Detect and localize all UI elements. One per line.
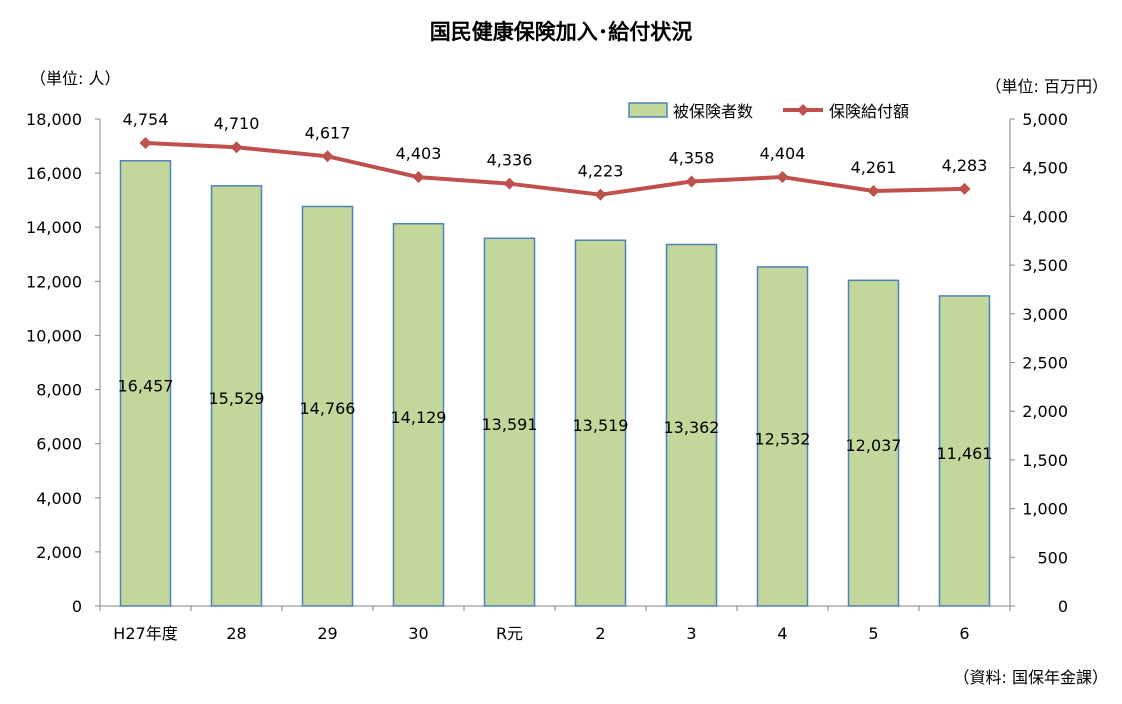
bar xyxy=(756,266,809,607)
x-tick-label: 2 xyxy=(595,624,605,643)
line-marker xyxy=(321,150,334,163)
right-tick-label: 4,500 xyxy=(1022,159,1068,178)
line-marker xyxy=(412,171,425,184)
x-tick-label: H27年度 xyxy=(113,624,177,643)
x-tick-label: 30 xyxy=(408,624,428,643)
bar-data-label: 15,529 xyxy=(209,389,265,408)
line-marker xyxy=(594,188,607,201)
x-tick-label: 5 xyxy=(868,624,878,643)
left-unit-label: （単位: 人） xyxy=(30,69,120,88)
left-tick-label: 10,000 xyxy=(26,326,82,345)
right-unit-label: （単位: 百万円） xyxy=(986,77,1108,96)
bar-data-label: 12,037 xyxy=(846,436,902,455)
bar xyxy=(210,185,263,607)
bar-data-label: 14,766 xyxy=(300,399,356,418)
bar xyxy=(483,237,536,607)
left-tick-label: 8,000 xyxy=(36,381,82,400)
left-tick-label: 14,000 xyxy=(26,218,82,237)
bar-series: 16,457 15,529 14,766 14,129 13,591 13,519 13,3… xyxy=(118,159,993,607)
legend: 被保険者数 保険給付額 xyxy=(628,102,909,121)
line-data-label: 4,404 xyxy=(760,144,806,163)
legend-line-label: 保険給付額 xyxy=(829,102,909,121)
left-tick-label: 2,000 xyxy=(36,543,82,562)
bar-data-label: 16,457 xyxy=(118,376,174,395)
bar-data-label: 11,461 xyxy=(937,444,993,463)
bar-data-label: 13,519 xyxy=(573,416,629,435)
line-data-label: 4,336 xyxy=(487,151,533,170)
line-data-label: 4,403 xyxy=(396,144,442,163)
bar-data-label: 13,591 xyxy=(482,415,538,434)
right-tick-label: 3,500 xyxy=(1022,256,1068,275)
line-data-label: 4,223 xyxy=(578,162,624,181)
line-series: 4,754 4,710 4,617 4,403 4,336 4,223 4,358 4,404… xyxy=(123,110,988,201)
bar xyxy=(847,279,900,607)
line-marker xyxy=(139,136,152,149)
bar xyxy=(574,239,627,607)
right-tick-label: 500 xyxy=(1037,548,1068,567)
source-note: （資料: 国保年金課） xyxy=(954,668,1108,687)
bar xyxy=(301,205,354,607)
line-data-label: 4,710 xyxy=(214,114,260,133)
left-tick-label: 0 xyxy=(72,597,82,616)
right-tick-label: 0 xyxy=(1058,597,1068,616)
right-tick-label: 1,500 xyxy=(1022,451,1068,470)
bar xyxy=(665,243,718,607)
line-data-label: 4,358 xyxy=(669,149,715,168)
line-marker xyxy=(685,175,698,188)
line-marker xyxy=(867,184,880,197)
x-tick-label: 3 xyxy=(686,624,696,643)
line-marker xyxy=(230,141,243,154)
right-tick-label: 2,500 xyxy=(1022,354,1068,373)
bar-data-label: 14,129 xyxy=(391,408,447,427)
right-tick-label: 1,000 xyxy=(1022,500,1068,519)
line-data-label: 4,283 xyxy=(942,156,988,175)
line-marker xyxy=(503,177,516,190)
left-tick-label: 18,000 xyxy=(26,110,82,129)
right-tick-label: 5,000 xyxy=(1022,110,1068,129)
axes: 0 2,000 4,000 6,000 8,000 10,000 12,000 14,000 1… xyxy=(26,110,1068,643)
line-data-label: 4,261 xyxy=(851,158,897,177)
x-tick-label: 29 xyxy=(317,624,337,643)
left-tick-label: 16,000 xyxy=(26,164,82,183)
line-marker xyxy=(776,171,789,184)
bar-data-label: 13,362 xyxy=(664,418,720,437)
right-tick-label: 3,000 xyxy=(1022,305,1068,324)
left-tick-label: 12,000 xyxy=(26,272,82,291)
bar xyxy=(938,295,991,607)
bar xyxy=(119,159,172,607)
bar-data-label: 12,532 xyxy=(755,429,811,448)
legend-bar-swatch xyxy=(628,102,668,118)
legend-line-marker xyxy=(797,104,809,116)
line-data-label: 4,617 xyxy=(305,123,351,142)
right-tick-label: 4,000 xyxy=(1022,207,1068,226)
bar xyxy=(392,222,445,607)
line-path xyxy=(145,140,965,197)
legend-bar-label: 被保険者数 xyxy=(673,102,753,121)
x-tick-label: R元 xyxy=(496,624,523,643)
x-tick-label: 6 xyxy=(959,624,969,643)
right-tick-label: 2,000 xyxy=(1022,402,1068,421)
x-tick-label: 28 xyxy=(226,624,246,643)
chart-title: 国民健康保険加入･給付状況 xyxy=(430,20,693,44)
x-tick-label: 4 xyxy=(777,624,787,643)
line-marker xyxy=(958,182,971,195)
left-tick-label: 6,000 xyxy=(36,435,82,454)
line-data-label: 4,754 xyxy=(123,110,169,129)
left-tick-label: 4,000 xyxy=(36,489,82,508)
